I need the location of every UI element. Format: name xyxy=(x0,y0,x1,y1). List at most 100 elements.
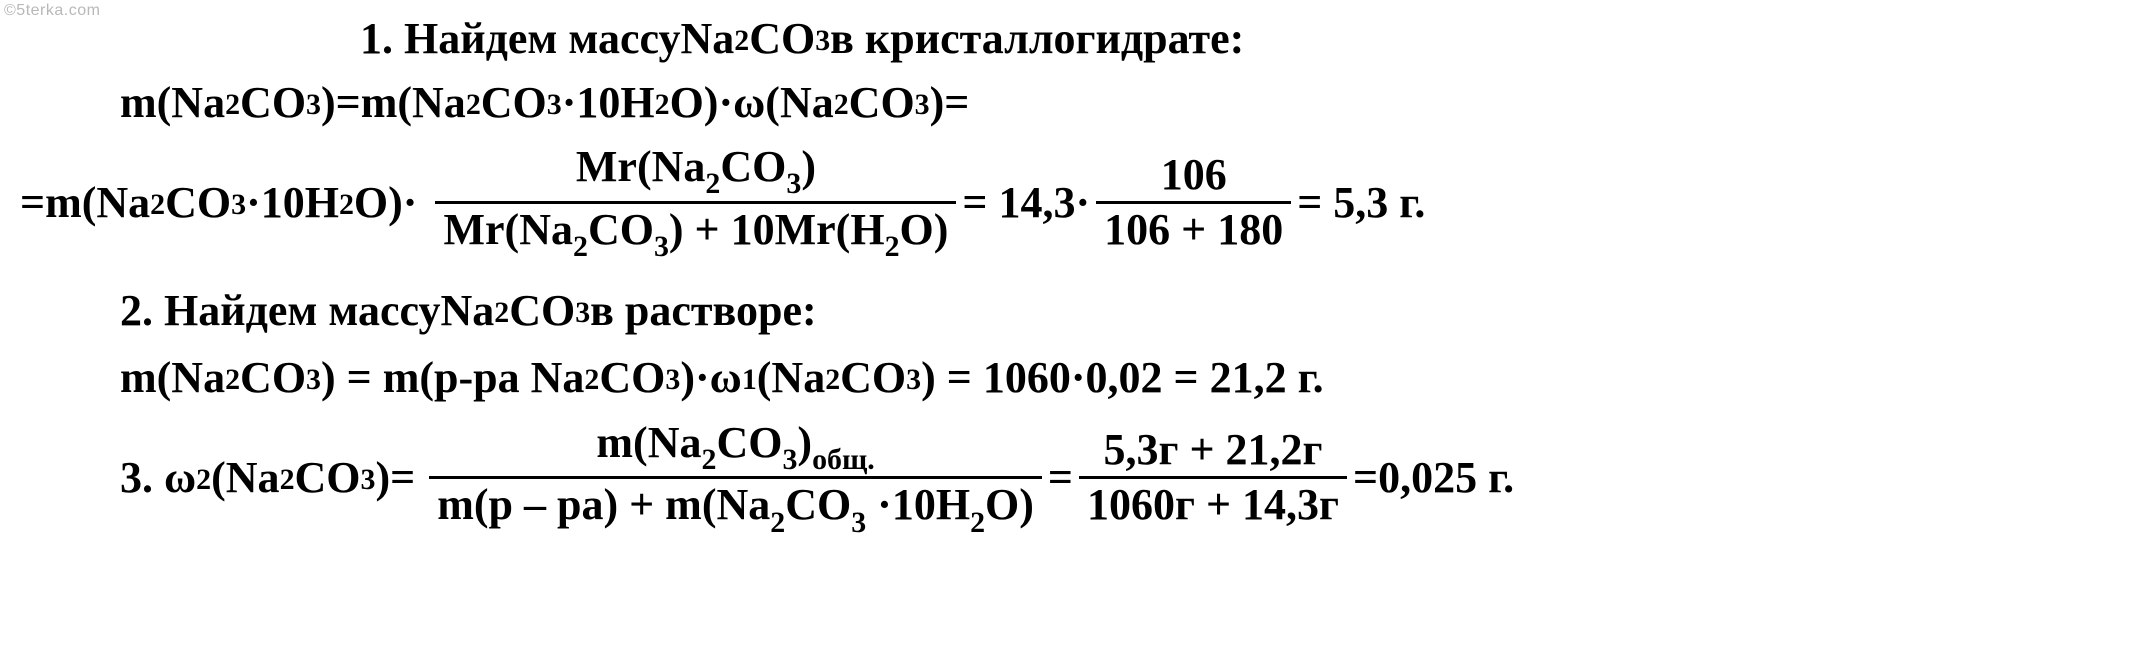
eq: 3. ω xyxy=(120,447,196,509)
sub: 2 xyxy=(770,506,785,539)
text: 1. Найдем массу xyxy=(360,8,680,70)
solution-content: 1. Найдем массу Na2CO3 в кристаллогидрат… xyxy=(0,8,2134,539)
eq: )= xyxy=(375,447,415,509)
eq: ) + 10Mr(H xyxy=(669,205,885,254)
numerator: 5,3г + 21,2г xyxy=(1096,426,1331,476)
step1-eq-line2: =m(Na2CO3·10H2O)· Mr(Na2CO3) Mr(Na2CO3) … xyxy=(20,143,2134,261)
eq: CO xyxy=(295,447,361,509)
sub: 3 xyxy=(306,359,321,401)
step3-eq: 3. ω2(Na2CO3)= m(Na2CO3)общ. m(р – ра) +… xyxy=(20,419,2134,537)
eq: CO xyxy=(785,480,851,529)
sub: 2 xyxy=(466,84,481,126)
sub: 3 xyxy=(231,184,246,226)
sub: 3 xyxy=(306,84,321,126)
sub: 2 xyxy=(825,359,840,401)
eq: (Na xyxy=(211,447,279,509)
sub: 3 xyxy=(815,20,830,62)
fraction: m(Na2CO3)общ. m(р – ра) + m(Na2CO3 ·10H2… xyxy=(429,419,1042,537)
eq: CO xyxy=(840,347,906,409)
eq: =0,025 г. xyxy=(1353,447,1514,509)
eq: CO xyxy=(599,347,665,409)
eq: CO xyxy=(720,142,786,191)
eq: O) xyxy=(985,480,1034,529)
eq: Mr(Na xyxy=(443,205,573,254)
sub: 3 xyxy=(786,167,801,200)
eq: = xyxy=(1048,447,1073,509)
sub: 3 xyxy=(654,230,669,263)
sub: 3 xyxy=(547,84,562,126)
sub: 3 xyxy=(575,292,590,334)
eq: ·10H xyxy=(562,72,655,134)
eq: )= xyxy=(930,72,970,134)
sub: 2 xyxy=(584,359,599,401)
eq: m(Na xyxy=(596,418,701,467)
sub: 3 xyxy=(851,506,866,539)
step2-eq: m(Na2CO3) = m(р-ра Na2CO3)·ω1(Na2CO3) = … xyxy=(20,347,2134,409)
fraction: 5,3г + 21,2г 1060г + 14,3г xyxy=(1079,426,1347,530)
eq: )=m(Na xyxy=(321,72,466,134)
sub: 2 xyxy=(834,84,849,126)
numerator: 106 xyxy=(1153,151,1235,201)
sub: 2 xyxy=(225,84,240,126)
eq: (Na xyxy=(757,347,825,409)
sub: 1 xyxy=(742,359,757,401)
step1-eq-line1: m(Na2CO3)=m(Na2CO3·10H2O)·ω(Na2CO3)= xyxy=(20,72,2134,134)
sub: 2 xyxy=(885,230,900,263)
sub: 2 xyxy=(573,230,588,263)
eq: ) = 1060·0,02 = 21,2 г. xyxy=(921,347,1324,409)
sub: 2 xyxy=(494,292,509,334)
sub: 2 xyxy=(705,167,720,200)
denominator: Mr(Na2CO3) + 10Mr(H2O) xyxy=(435,201,956,262)
denominator: m(р – ра) + m(Na2CO3 ·10H2O) xyxy=(429,476,1042,537)
sub: 3 xyxy=(361,459,376,501)
sub: общ. xyxy=(812,443,875,476)
eq: m(Na xyxy=(120,72,225,134)
eq: CO xyxy=(165,172,231,234)
fraction: 106 106 + 180 xyxy=(1096,151,1291,255)
sub: 2 xyxy=(339,184,354,226)
eq: ·10H xyxy=(246,172,339,234)
sub: 3 xyxy=(665,359,680,401)
sub: 3 xyxy=(782,443,797,476)
eq: = 5,3 г. xyxy=(1297,172,1425,234)
sub: 2 xyxy=(655,84,670,126)
fraction: Mr(Na2CO3) Mr(Na2CO3) + 10Mr(H2O) xyxy=(435,143,956,261)
eq: m(Na xyxy=(120,347,225,409)
step2-title: 2. Найдем массу Na2CO3 в растворе: xyxy=(20,280,2134,342)
sub: 2 xyxy=(196,459,211,501)
eq: m(р – ра) + m(Na xyxy=(437,480,770,529)
denominator: 106 + 180 xyxy=(1096,201,1291,254)
eq: O)·ω(Na xyxy=(670,72,834,134)
numerator: Mr(Na2CO3) xyxy=(568,143,824,201)
text: в растворе: xyxy=(590,280,817,342)
formula: Na xyxy=(680,8,734,70)
formula: Na xyxy=(440,280,494,342)
sub: 2 xyxy=(150,184,165,226)
eq: ) = m(р-ра Na xyxy=(321,347,584,409)
sub: 2 xyxy=(225,359,240,401)
eq: ) xyxy=(797,418,812,467)
eq: CO xyxy=(588,205,654,254)
eq: ·10H xyxy=(866,480,970,529)
eq: = 14,3· xyxy=(962,172,1090,234)
sub: 3 xyxy=(915,84,930,126)
sub: 2 xyxy=(970,506,985,539)
eq: =m(Na xyxy=(20,172,150,234)
eq: CO xyxy=(849,72,915,134)
eq: Mr(Na xyxy=(576,142,706,191)
eq: CO xyxy=(240,347,306,409)
eq: O) xyxy=(900,205,949,254)
eq: CO xyxy=(240,72,306,134)
eq: ) xyxy=(801,142,816,191)
formula: CO xyxy=(509,280,575,342)
sub: 2 xyxy=(734,20,749,62)
eq: CO xyxy=(716,418,782,467)
sub: 3 xyxy=(906,359,921,401)
text: в кристаллогидрате: xyxy=(830,8,1244,70)
denominator: 1060г + 14,3г xyxy=(1079,476,1347,529)
step1-title: 1. Найдем массу Na2CO3 в кристаллогидрат… xyxy=(20,8,2134,70)
eq: CO xyxy=(481,72,547,134)
eq: )·ω xyxy=(680,347,742,409)
text: 2. Найдем массу xyxy=(120,280,440,342)
numerator: m(Na2CO3)общ. xyxy=(588,419,882,477)
